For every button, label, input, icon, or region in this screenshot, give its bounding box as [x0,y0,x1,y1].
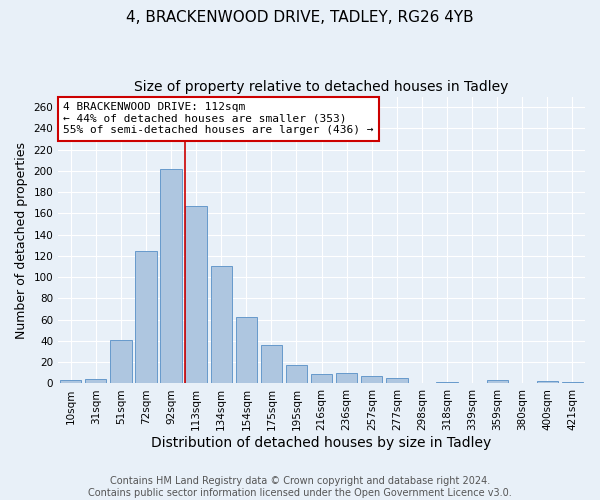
Bar [562,382,583,384]
Bar [110,340,131,384]
Bar [136,250,157,384]
Bar [261,345,282,384]
Bar [436,382,458,384]
Text: 4 BRACKENWOOD DRIVE: 112sqm
← 44% of detached houses are smaller (353)
55% of se: 4 BRACKENWOOD DRIVE: 112sqm ← 44% of det… [64,102,374,136]
Bar [311,374,332,384]
Bar [336,373,358,384]
Bar [386,378,407,384]
Text: 4, BRACKENWOOD DRIVE, TADLEY, RG26 4YB: 4, BRACKENWOOD DRIVE, TADLEY, RG26 4YB [126,10,474,25]
Bar [537,382,558,384]
Bar [236,316,257,384]
Bar [361,376,382,384]
Title: Size of property relative to detached houses in Tadley: Size of property relative to detached ho… [134,80,509,94]
Bar [60,380,82,384]
Bar [211,266,232,384]
X-axis label: Distribution of detached houses by size in Tadley: Distribution of detached houses by size … [151,436,492,450]
Bar [185,206,207,384]
Bar [160,169,182,384]
Text: Contains HM Land Registry data © Crown copyright and database right 2024.
Contai: Contains HM Land Registry data © Crown c… [88,476,512,498]
Y-axis label: Number of detached properties: Number of detached properties [15,142,28,338]
Bar [487,380,508,384]
Bar [286,366,307,384]
Bar [85,379,106,384]
